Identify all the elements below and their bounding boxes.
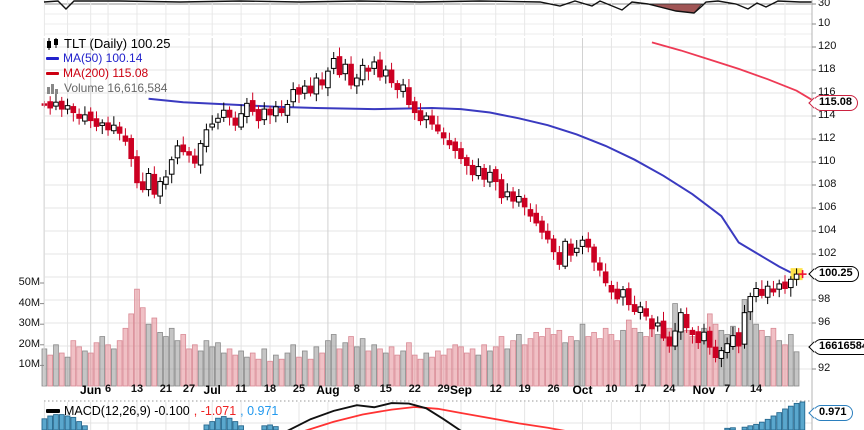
x-axis-label: 25 (292, 383, 306, 395)
x-axis-label: 10 (605, 383, 618, 395)
x-axis-label: 21 (159, 383, 173, 395)
x-axis-label: Jun (80, 383, 102, 397)
x-axis-label: 12 (489, 383, 502, 395)
macd-value-tag: 0.971 (813, 405, 853, 421)
macd-line-icon (46, 409, 60, 413)
x-axis-label: 26 (547, 383, 560, 395)
x-axis-label: Jul (203, 383, 221, 397)
x-axis-label: Oct (572, 383, 593, 397)
x-axis-label: 19 (518, 383, 531, 395)
x-axis-label: 29 (437, 383, 450, 395)
y-axis-label: 108 (818, 178, 837, 190)
x-axis-label: 14 (749, 383, 763, 395)
ma200-legend-row: MA(200) 115.08 (46, 66, 170, 81)
ma200-line (651, 41, 815, 102)
volume-axis-label: 10M (18, 358, 40, 371)
volume-axis-label: 20M (18, 337, 40, 350)
macd-signal-value: , -1.071 (193, 404, 237, 418)
macd-line (287, 402, 462, 430)
ma200-label: MA(200) 115.08 (63, 66, 149, 80)
volume-legend-row: Volume 16,616,584 (46, 81, 170, 96)
last-price-tag: 100.25 (813, 266, 859, 282)
axes (40, 0, 816, 430)
volume-axis-label: 40M (18, 296, 40, 309)
x-axis-label: 8 (353, 383, 360, 395)
candlestick-icon (47, 37, 58, 50)
x-axis-label: 18 (263, 383, 277, 395)
volume-bars-icon (47, 84, 58, 94)
y-axis-label: 118 (818, 63, 836, 75)
last-price-marker (798, 270, 807, 279)
x-axis-label: 17 (634, 383, 647, 395)
ma50-label: MA(50) 100.14 (63, 51, 143, 65)
candlestick-series (41, 47, 800, 368)
volume-label: Volume 16,616,584 (64, 81, 168, 95)
y-axis-label: 112 (818, 132, 836, 144)
x-axis-label: 24 (663, 383, 676, 395)
macd-legend: MACD(12,26,9) -0.100, -1.071, 0.971 (46, 404, 278, 418)
symbol-title: TLT (Daily) 100.25 (64, 36, 171, 51)
y-axis-label: 106 (818, 201, 837, 213)
y-axis-label: 30 (818, 0, 831, 9)
x-axis-label: Nov (692, 383, 716, 397)
y-axis-label: 110 (818, 155, 836, 167)
y-axis-label: 92 (818, 362, 831, 374)
macd-signal-line (304, 406, 566, 430)
x-axis-label: Aug (316, 383, 340, 397)
macd-histogram (41, 401, 806, 430)
x-axis-label: Sep (449, 383, 472, 397)
ma200-price-tag: 115.08 (813, 95, 859, 111)
x-axis-label: 11 (235, 383, 247, 395)
y-axis-label: 120 (818, 40, 837, 52)
volume-axis-label: 30M (18, 317, 40, 330)
x-axis-label: 7 (724, 383, 731, 395)
top-indicator-pane (43, 0, 812, 14)
volume-axis-label: 50M (18, 276, 40, 288)
y-axis-label: 10 (818, 17, 831, 29)
volume-bars (41, 288, 800, 387)
y-axis-label: 104 (818, 224, 837, 236)
y-axis-label: 102 (818, 247, 837, 259)
x-axis-label: 6 (104, 383, 112, 395)
x-axis-label: 22 (408, 383, 421, 395)
x-axis-label: 15 (379, 383, 392, 395)
y-axis-label: 96 (818, 316, 831, 328)
y-axis-label: 98 (818, 293, 831, 305)
ma50-legend-row: MA(50) 100.14 (46, 51, 170, 66)
volume-value-tag: 16616584 (813, 339, 864, 355)
y-axis-label: 114 (818, 109, 836, 121)
macd-hist-value: , 0.971 (240, 404, 279, 418)
x-axis-label: 27 (182, 383, 196, 395)
x-axis-label: 13 (130, 383, 144, 395)
ma200-line-icon (46, 72, 59, 75)
macd-value: MACD(12,26,9) -0.100 (64, 404, 190, 418)
symbol-legend-row: TLT (Daily) 100.25 (46, 36, 170, 51)
ma50-line-icon (46, 57, 59, 60)
ma50-line (148, 97, 798, 277)
chart-legend: TLT (Daily) 100.25 MA(50) 100.14 MA(200)… (46, 36, 170, 96)
